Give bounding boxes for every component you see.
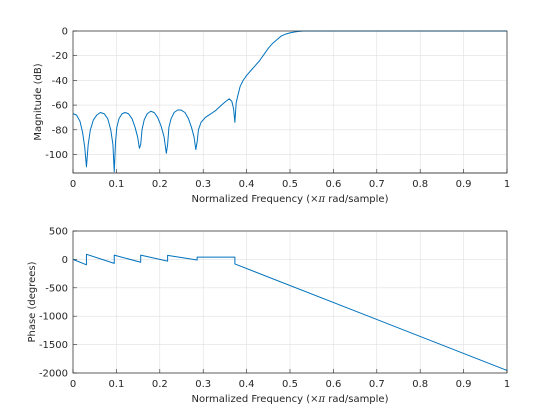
- phase-x-tick-label: 0.5: [282, 379, 298, 390]
- magnitude-response-line: [72, 30, 507, 173]
- phase-x-tick-label: 0.4: [239, 379, 255, 390]
- phase-axes: 0 0.1 0.2 0.3 0.4 0.5 0.6 0.7 0.8 0.9 1 500 0 -500 -10…: [27, 227, 510, 406]
- magnitude-x-tick-label: 0.3: [195, 179, 211, 190]
- phase-x-tick-label: 0.9: [456, 379, 472, 390]
- phase-x-tick-label: 0.2: [152, 379, 168, 390]
- magnitude-x-tick-label: 0.2: [152, 179, 168, 190]
- phase-axes-border: [72, 230, 508, 374]
- phase-y-tick-label: 0: [62, 255, 68, 266]
- magnitude-x-tick-label: 1: [504, 179, 510, 190]
- phase-y-tick-label: -1000: [39, 312, 68, 323]
- phase-response-line: [72, 253, 508, 371]
- magnitude-y-axis-label: Magnitude (dB): [33, 63, 44, 140]
- phase-x-tick-label: 0.3: [195, 379, 211, 390]
- phase-ticks: 0 0.1 0.2 0.3 0.4 0.5 0.6 0.7 0.8 0.9 1 500 0 -500 -10…: [39, 227, 510, 391]
- magnitude-x-tick-label: 0: [70, 179, 76, 190]
- magnitude-x-tick-label: 0.1: [108, 179, 124, 190]
- phase-y-axis-label: Phase (degrees): [27, 261, 38, 342]
- phase-x-tick-label: 0.7: [369, 379, 385, 390]
- phase-x-tick-label: 0.6: [325, 379, 341, 390]
- phase-y-tick-label: -500: [45, 283, 68, 294]
- magnitude-y-tick-label: -20: [52, 51, 68, 62]
- magnitude-x-tick-label: 0.9: [456, 179, 472, 190]
- phase-y-tick-label: -2000: [39, 369, 68, 380]
- magnitude-x-tick-label: 0.5: [282, 179, 298, 190]
- magnitude-y-tick-label: -60: [52, 101, 68, 112]
- phase-x-tick-label: 0.1: [108, 379, 124, 390]
- phase-y-tick-label: -1500: [39, 340, 68, 351]
- magnitude-y-tick-label: -40: [52, 76, 68, 87]
- phase-x-axis-label: Normalized Frequency (×π rad/sample): [192, 394, 389, 405]
- magnitude-y-tick-label: -100: [45, 150, 68, 161]
- phase-x-tick-label: 0.8: [412, 379, 428, 390]
- magnitude-x-tick-label: 0.6: [325, 179, 341, 190]
- magnitude-ticks: 0 0.1 0.2 0.3 0.4 0.5 0.6 0.7 0.8 0.9 1 0 -20 -40 -60 -…: [45, 27, 510, 191]
- phase-x-tick-label: 0: [70, 379, 76, 390]
- phase-y-tick-label: 500: [49, 227, 68, 238]
- phase-x-tick-label: 1: [504, 379, 510, 390]
- magnitude-x-axis-label: Normalized Frequency (×π rad/sample): [192, 194, 389, 205]
- magnitude-y-tick-label: 0: [62, 27, 68, 38]
- magnitude-x-tick-label: 0.8: [412, 179, 428, 190]
- magnitude-x-tick-label: 0.7: [369, 179, 385, 190]
- magnitude-x-tick-label: 0.4: [239, 179, 255, 190]
- magnitude-y-tick-label: -80: [52, 125, 68, 136]
- magnitude-axes-border: [72, 30, 508, 174]
- magnitude-axes: 0 0.1 0.2 0.3 0.4 0.5 0.6 0.7 0.8 0.9 1 0 -20 -40 -60 -…: [33, 27, 510, 206]
